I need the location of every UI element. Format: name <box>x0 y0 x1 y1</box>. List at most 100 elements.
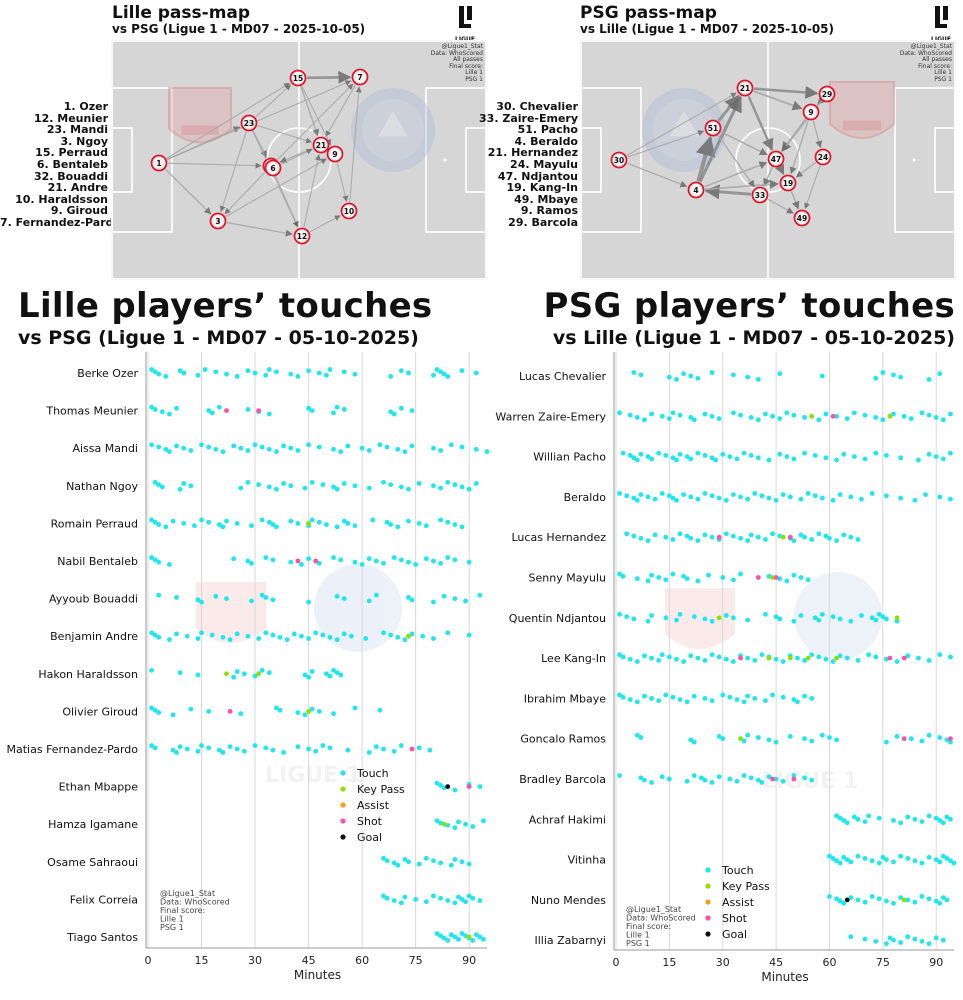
touch-dot <box>677 531 683 537</box>
touch-dot <box>220 634 226 640</box>
touch-dot <box>181 445 187 451</box>
touch-dot <box>306 442 311 448</box>
touch-dot <box>638 775 644 781</box>
touch-dot <box>277 707 283 713</box>
touch-dot <box>156 710 162 715</box>
touch-dot <box>624 614 630 620</box>
touch-dot <box>770 413 775 419</box>
touch-dot <box>309 408 315 413</box>
touch-dot <box>898 895 904 900</box>
touch-dot <box>249 560 254 566</box>
touch-dot <box>352 559 358 565</box>
shot-dot <box>466 784 472 789</box>
legend-marker <box>705 931 711 937</box>
lille-crest-watermark <box>665 588 735 649</box>
touch-dot <box>149 442 154 448</box>
touch-dot <box>837 653 843 659</box>
touch-dot <box>848 534 854 540</box>
touch-dot <box>384 519 390 525</box>
touch-dot <box>463 598 468 604</box>
touch-dot <box>905 653 911 659</box>
touch-dot <box>937 900 943 906</box>
touch-dot <box>470 824 476 829</box>
touch-dot <box>638 735 644 740</box>
touch-dot <box>302 672 308 678</box>
touch-dot <box>306 599 311 605</box>
psg-pitch: 30 51 21 29 9 24 47 19 33 4 49 @Ligue1_Stat Data: W… <box>580 40 956 280</box>
roster-entry: 6. Bentaleb <box>36 157 108 171</box>
player-node-label: 21 <box>316 141 326 150</box>
touch-dot <box>713 457 719 463</box>
touch-dot <box>666 776 672 782</box>
touch-dot <box>773 614 779 620</box>
touch-dot <box>727 454 733 459</box>
touch-dot <box>670 495 676 501</box>
touch-dot <box>834 858 839 864</box>
touch-dot <box>477 784 483 789</box>
touch-dot <box>823 411 829 417</box>
touch-dot <box>923 492 928 497</box>
touch-dot <box>894 659 900 664</box>
touch-dot <box>727 694 733 700</box>
touch-dot <box>784 578 790 584</box>
player-node-label: 24 <box>818 153 828 162</box>
player-node <box>289 69 307 87</box>
touch-dot <box>620 654 626 660</box>
touch-dot <box>631 533 637 539</box>
touch-dot <box>620 694 626 700</box>
pass-arrow <box>753 90 803 111</box>
touch-dot <box>869 491 875 496</box>
pass-arrow <box>789 120 809 175</box>
player-node <box>793 209 811 227</box>
touch-dot <box>677 451 683 457</box>
touch-dot <box>869 615 875 621</box>
touch-dot <box>413 897 419 902</box>
touch-dot <box>434 780 440 786</box>
x-tick-label: 15 <box>662 956 676 969</box>
touch-dot <box>681 659 686 664</box>
player-node <box>736 79 754 97</box>
touch-dot <box>702 532 708 538</box>
player-label: Quentin Ndjantou <box>509 612 606 625</box>
touch-dot <box>381 855 386 861</box>
touch-dot <box>802 693 807 699</box>
touch-dot <box>659 652 665 658</box>
touch-dot <box>434 931 440 936</box>
touch-dot <box>777 371 783 377</box>
touch-dot <box>681 492 686 497</box>
touch-dot <box>231 556 237 562</box>
touch-dot <box>156 522 162 527</box>
key-pass-dot <box>901 897 907 903</box>
touch-dot <box>919 894 925 899</box>
touch-dot <box>427 747 433 753</box>
touch-dot <box>341 407 347 412</box>
lille-touches-subtitle: vs PSG (Ligue 1 - MD07 - 05-10-2025) <box>18 327 419 349</box>
shot-dot <box>256 408 262 413</box>
pass-arrow <box>306 70 352 84</box>
touch-dot <box>627 656 633 662</box>
touch-dot <box>816 654 822 660</box>
touch-dot <box>841 900 847 906</box>
pass-arrow <box>720 131 768 156</box>
touch-dot <box>659 491 665 496</box>
touch-dot <box>234 521 240 526</box>
roster-entry: 4. Beraldo <box>514 134 578 148</box>
touch-dot <box>862 412 868 418</box>
shot-dot <box>409 746 415 752</box>
touch-dot <box>159 484 165 490</box>
touch-dot <box>302 712 308 718</box>
touch-dot <box>306 746 311 752</box>
touch-dot <box>163 374 169 379</box>
touch-dot <box>624 493 630 499</box>
touch-dot <box>152 707 158 713</box>
touch-dot <box>912 497 918 503</box>
touch-dot <box>441 371 447 377</box>
touch-dot <box>663 577 669 583</box>
touch-dot <box>163 446 169 452</box>
touch-dot <box>470 895 476 901</box>
touch-dot <box>213 446 219 452</box>
touch-dot <box>388 482 394 488</box>
touch-dot <box>745 617 751 623</box>
touch-dot <box>770 531 775 537</box>
touch-dot <box>434 367 440 372</box>
